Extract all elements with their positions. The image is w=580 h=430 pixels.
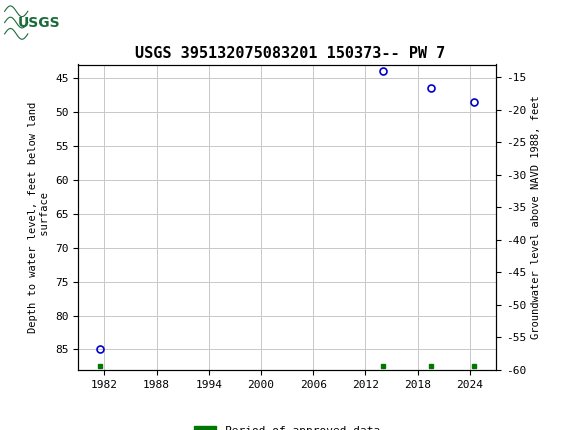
Legend: Period of approved data: Period of approved data	[190, 422, 385, 430]
Y-axis label: Groundwater level above NAVD 1988, feet: Groundwater level above NAVD 1988, feet	[531, 95, 541, 339]
Y-axis label: Depth to water level, feet below land
 surface: Depth to water level, feet below land su…	[28, 101, 49, 333]
FancyBboxPatch shape	[3, 2, 75, 43]
Text: USGS 395132075083201 150373-- PW 7: USGS 395132075083201 150373-- PW 7	[135, 46, 445, 61]
Text: USGS: USGS	[18, 15, 60, 30]
Text: USGS: USGS	[84, 14, 139, 31]
